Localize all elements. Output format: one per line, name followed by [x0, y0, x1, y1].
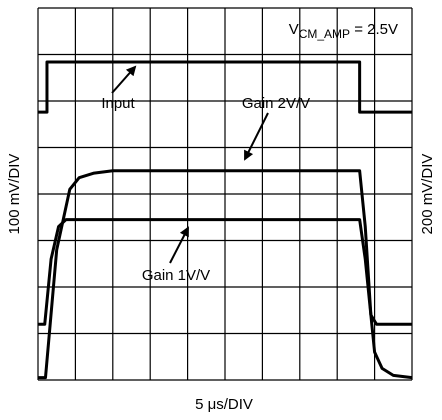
x-axis-label: 5 μs/DIV: [195, 396, 253, 413]
trace: [38, 169, 413, 380]
condition-main: V: [289, 21, 299, 38]
arrow: [244, 112, 269, 161]
y-axis-label: 100 mV/DIV: [6, 154, 23, 235]
annotation: Gain 2V/V: [242, 95, 310, 112]
annotation: Gain 1V/V: [142, 267, 210, 284]
trace: [38, 60, 412, 114]
arrow: [169, 226, 189, 264]
y2-axis-label: 200 mV/DIV: [419, 154, 436, 235]
condition-subscript: CM_AMP: [299, 27, 350, 41]
arrow: [111, 65, 137, 94]
annotation: Input: [101, 95, 135, 112]
trace: [38, 218, 412, 326]
traces: [38, 60, 413, 380]
condition-suffix: = 2.5V: [350, 21, 398, 38]
condition-label: VCM_AMP = 2.5V: [289, 21, 398, 41]
grid: [37, 7, 413, 381]
